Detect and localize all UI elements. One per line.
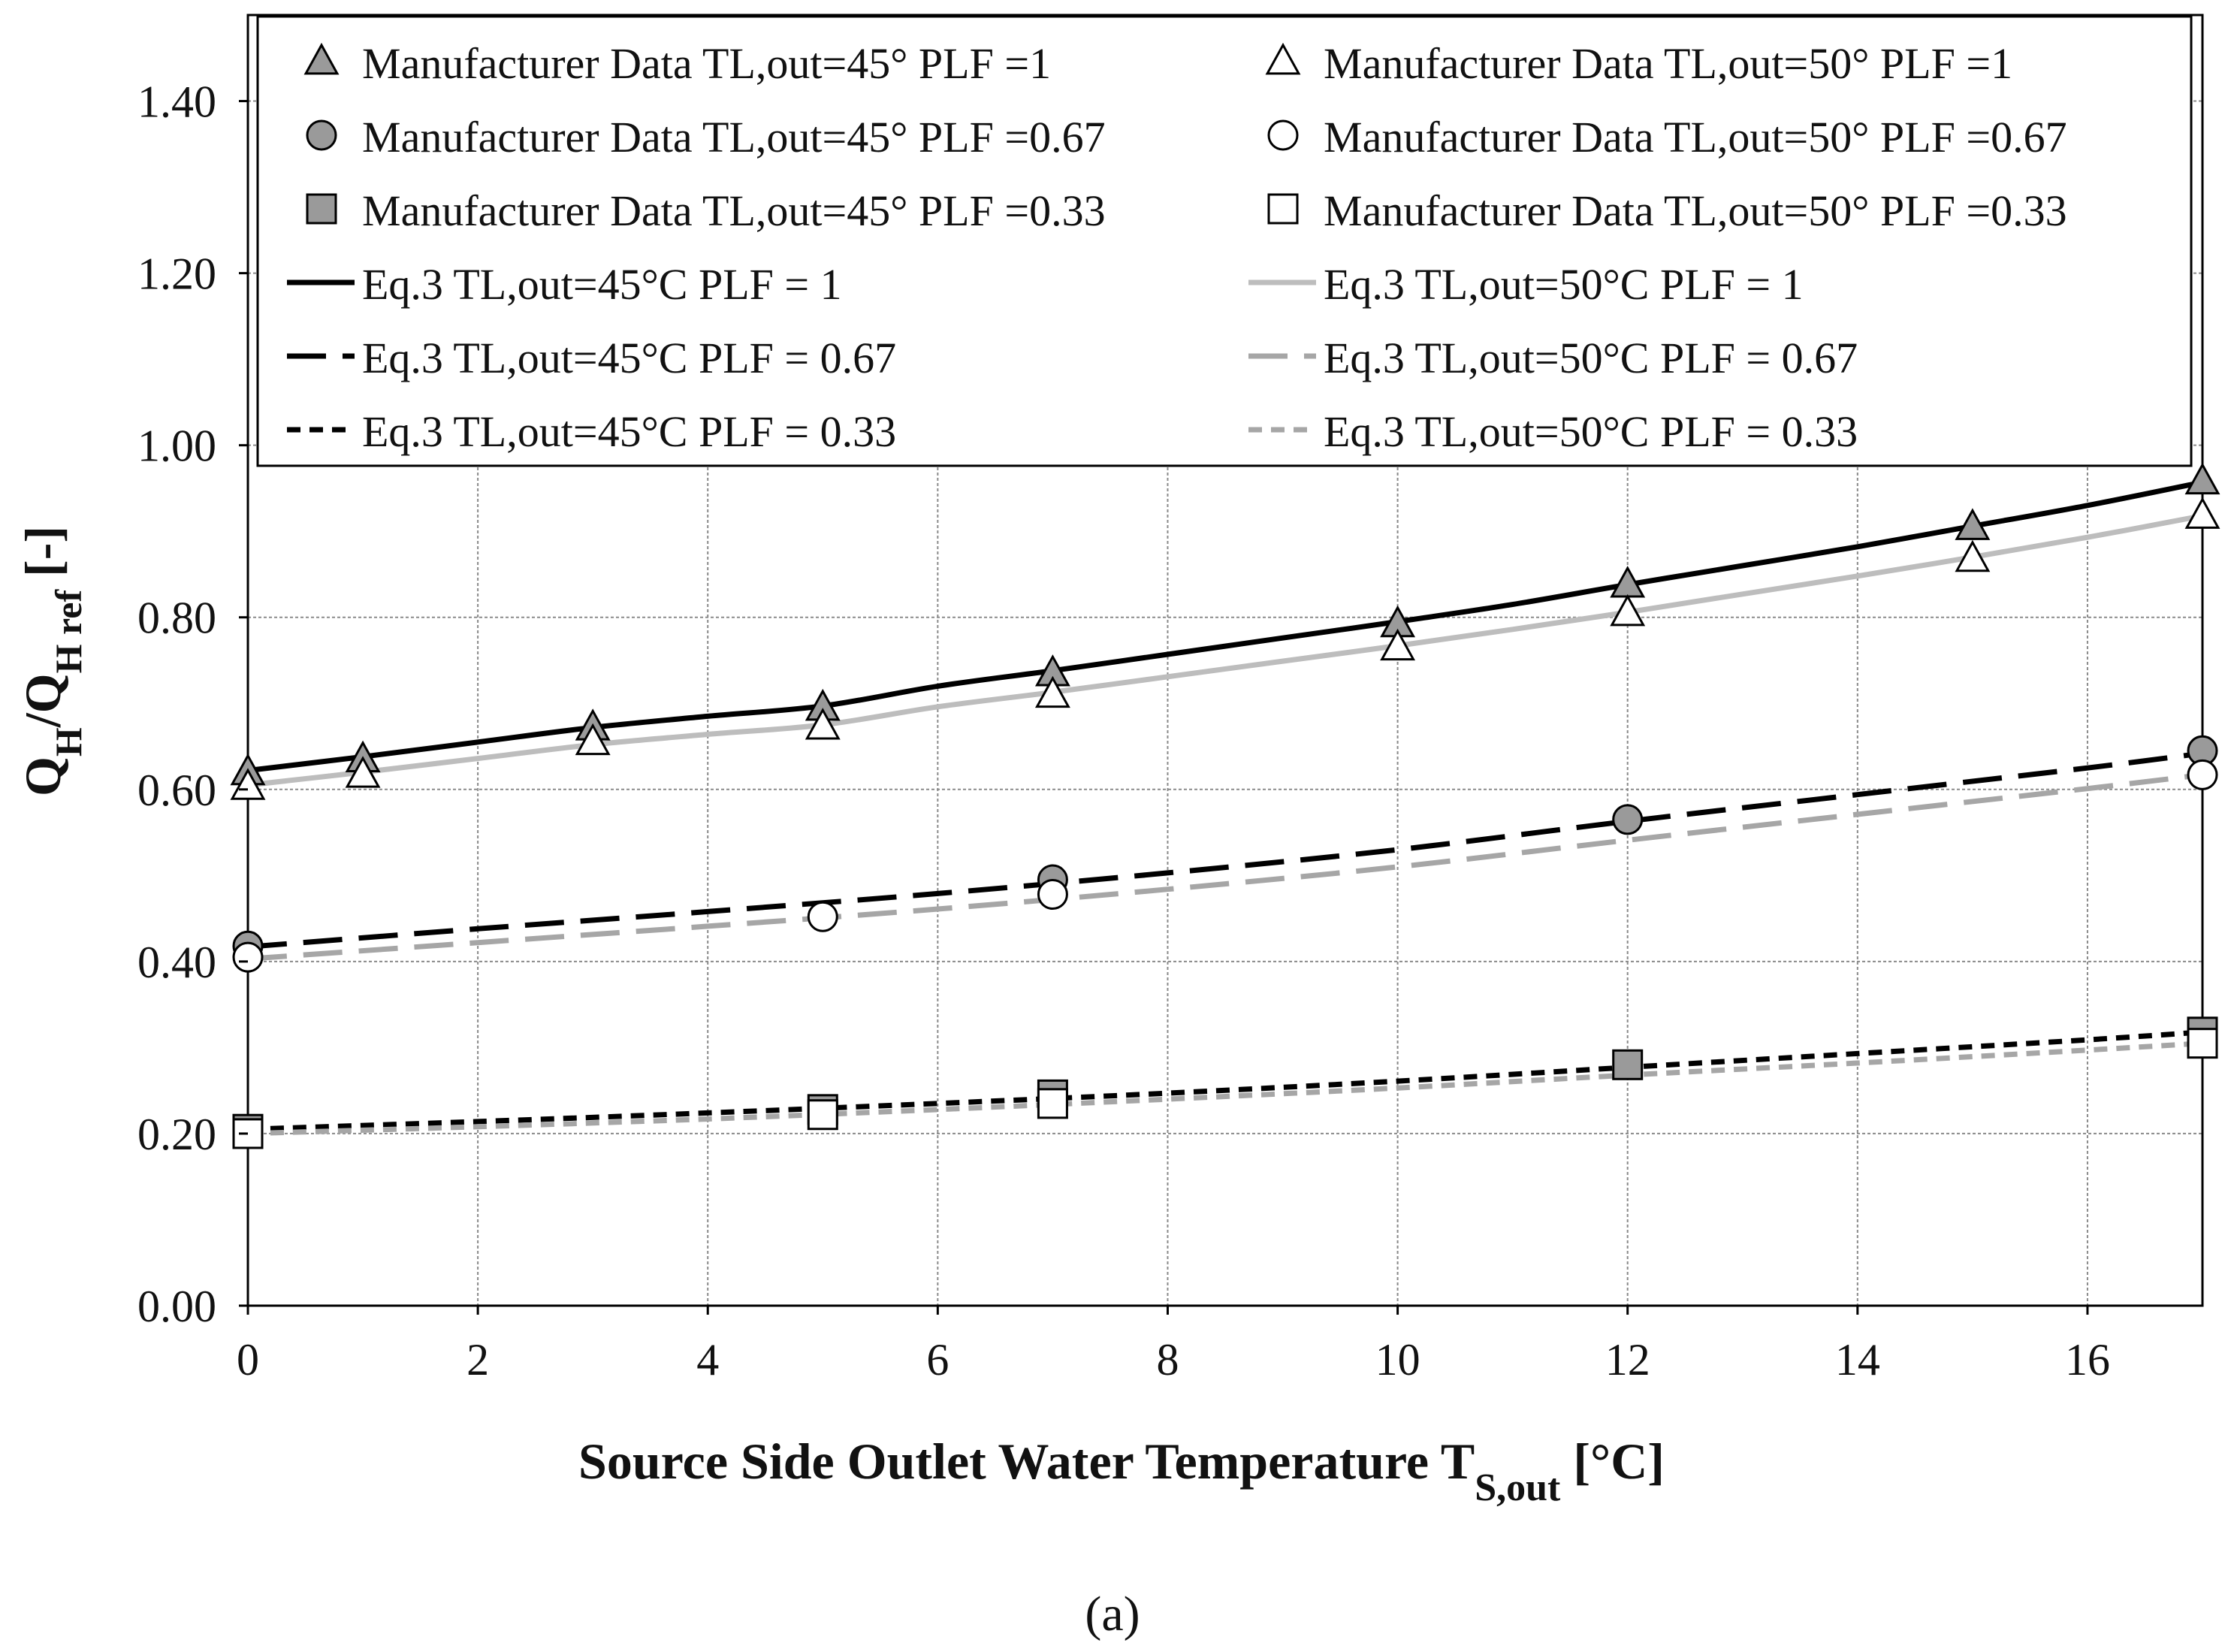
y-tick-label: 0.80 [137,593,216,643]
x-tick-label: 8 [1156,1335,1179,1385]
series-line-4 [247,772,2203,962]
data-point-triangle [230,768,266,800]
y-tick-label: 0.20 [137,1110,216,1159]
x-tick-label: 14 [1835,1335,1880,1385]
legend-entry: Eq.3 TL,out=50°C PLF = 0.67 [1248,334,1858,382]
legend-label: Manufacturer Data TL,out=50° PLF =0.33 [1324,186,2067,235]
figure-caption: (a) [1085,1587,1140,1641]
legend-entry: Eq.3 TL,out=45°C PLF = 0.33 [287,407,896,456]
data-point-triangle [1034,675,1070,708]
legend-label: Manufacturer Data TL,out=50° PLF =0.67 [1324,113,2067,162]
legend-box [256,15,2193,467]
legend: Manufacturer Data TL,out=45° PLF =1 Manuf… [256,15,2193,467]
legend-entry: Manufacturer Data TL,out=50° PLF =0.33 [1267,186,2067,235]
legend-label: Eq.3 TL,out=45°C PLF = 1 [362,260,842,309]
legend-entry: Manufacturer Data TL,out=45° PLF =1 [303,39,1051,88]
legend-label: Manufacturer Data TL,out=50° PLF =1 [1324,39,2012,88]
legend-label: Manufacturer Data TL,out=45° PLF =1 [362,39,1051,88]
legend-marker-square [1267,193,1299,225]
legend-entry: Manufacturer Data TL,out=50° PLF =0.67 [1267,113,2067,162]
series-line-3 [247,750,2203,950]
legend-marker-circle [306,119,337,151]
x-tick-label: 6 [926,1335,949,1385]
y-tick-label: 1.20 [137,249,216,299]
legend-label: Eq.3 TL,out=45°C PLF = 0.33 [362,407,896,456]
x-axis-ticks: 0 2 4 6 8 10 12 14 16 [237,1306,2110,1385]
data-point-triangle [2184,462,2220,495]
y-tick-label: 0.40 [137,938,216,987]
x-tick-label: 0 [237,1335,259,1385]
y-tick-label: 1.00 [137,421,216,471]
x-tick-label: 10 [1375,1335,1420,1385]
y-axis-ticks: 0.00 0.20 0.40 0.60 0.80 1.00 1.20 1.40 [137,77,248,1331]
legend-label: Eq.3 TL,out=50°C PLF = 1 [1324,260,1804,309]
data-point-square [807,1099,838,1131]
y-tick-label: 1.40 [137,77,216,127]
legend-entry: Eq.3 TL,out=45°C PLF = 0.67 [287,334,896,382]
x-axis-title: Source Side Outlet Water Temperature TS,… [578,1433,1665,1509]
x-tick-label: 12 [1605,1335,1650,1385]
legend-label: Eq.3 TL,out=50°C PLF = 0.33 [1324,407,1858,456]
data-point-triangle [575,723,611,756]
legend-entry: Eq.3 TL,out=50°C PLF = 0.33 [1248,407,1858,456]
legend-marker-triangle [1265,42,1301,75]
legend-label: Eq.3 TL,out=50°C PLF = 0.67 [1324,334,1858,382]
data-point-triangle [2184,497,2220,529]
series-line-2 [247,513,2203,788]
legend-label: Eq.3 TL,out=45°C PLF = 0.67 [362,334,896,382]
legend-marker-triangle [303,42,340,75]
data-point-triangle [1955,508,1991,540]
fitted-lines [247,479,2203,1137]
data-point-square [1037,1088,1068,1119]
data-point-square [1612,1049,1644,1080]
x-tick-label: 2 [466,1335,489,1385]
series-line-5 [247,1029,2203,1132]
legend-entry: Eq.3 TL,out=50°C PLF = 1 [1248,260,1804,309]
data-point-triangle [1610,593,1646,627]
y-axis-title: QH/QH ref [-] [14,526,89,796]
y-tick-label: 0.00 [137,1282,216,1331]
data-point-triangle [1955,539,1991,572]
data-markers [230,462,2220,1149]
legend-marker-square [306,193,337,225]
legend-label: Manufacturer Data TL,out=45° PLF =0.67 [362,113,1106,162]
data-point-circle [2187,759,2218,790]
legend-entry: Manufacturer Data TL,out=45° PLF =0.67 [306,113,1106,162]
plot-frame [246,14,2204,1307]
series-line-6 [247,1040,2203,1137]
x-tick-label: 16 [2065,1335,2110,1385]
legend-entry: Manufacturer Data TL,out=50° PLF =1 [1265,39,2012,88]
legend-label: Manufacturer Data TL,out=45° PLF =0.33 [362,186,1106,235]
data-point-triangle [1380,628,1416,661]
y-tick-label: 0.60 [137,766,216,815]
data-point-circle [1037,879,1068,911]
legend-entry: Eq.3 TL,out=45°C PLF = 1 [287,260,842,309]
data-point-triangle [805,708,841,740]
data-point-triangle [345,756,381,788]
x-tick-label: 4 [696,1335,719,1385]
legend-marker-circle [1267,119,1299,151]
legend-entry: Manufacturer Data TL,out=45° PLF =0.33 [306,186,1106,235]
data-point-square [2187,1028,2218,1059]
series-line-1 [247,479,2203,774]
data-point-circle [807,901,838,932]
data-point-circle [1612,804,1644,835]
data-point-circle [232,941,264,973]
